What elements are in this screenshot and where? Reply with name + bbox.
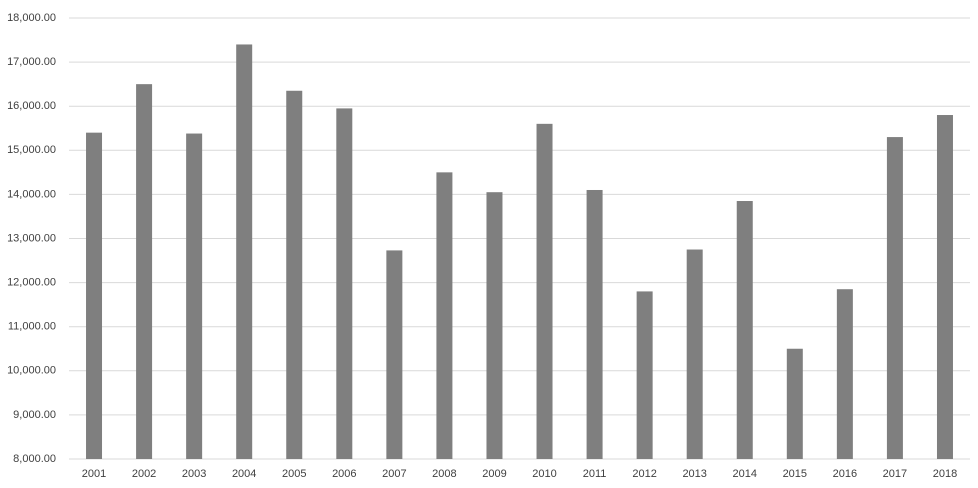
- bar: [136, 84, 153, 460]
- y-tick-label: 10,000.00: [7, 365, 56, 377]
- y-tick-label: 14,000.00: [7, 188, 56, 200]
- y-tick-label: 11,000.00: [8, 321, 56, 333]
- x-tick-label: 2001: [82, 468, 106, 480]
- x-tick-label: 2016: [833, 468, 857, 480]
- bar: [286, 90, 303, 459]
- bar: [486, 192, 503, 459]
- x-tick-label: 2015: [783, 468, 807, 480]
- bar: [336, 108, 353, 459]
- x-tick-label: 2009: [482, 468, 506, 480]
- x-tick-label: 2013: [682, 468, 706, 480]
- y-tick-label: 12,000.00: [7, 277, 56, 289]
- x-tick-label: 2008: [432, 468, 456, 480]
- y-tick-label: 16,000.00: [7, 100, 56, 112]
- bar: [836, 289, 853, 459]
- bar: [636, 291, 653, 459]
- bar: [536, 123, 553, 459]
- x-tick-label: 2002: [132, 468, 156, 480]
- bar: [386, 250, 403, 459]
- x-tick-label: 2003: [182, 468, 206, 480]
- y-tick-label: 17,000.00: [7, 56, 56, 68]
- y-tick-label: 13,000.00: [7, 232, 56, 244]
- bar: [686, 249, 703, 459]
- x-tick-label: 2011: [583, 468, 607, 480]
- bar: [786, 348, 803, 459]
- y-tick-label: 8,000.00: [13, 453, 56, 465]
- bar: [236, 44, 253, 460]
- x-tick-label: 2006: [332, 468, 356, 480]
- x-tick-label: 2005: [282, 468, 306, 480]
- bar: [736, 201, 753, 459]
- x-tick-label: 2010: [532, 468, 556, 480]
- x-tick-label: 2004: [232, 468, 256, 480]
- x-tick-label: 2014: [733, 468, 757, 480]
- x-tick-label: 2017: [883, 468, 907, 480]
- bar: [886, 137, 903, 459]
- x-tick-label: 2012: [632, 468, 656, 480]
- bar: [586, 189, 603, 460]
- y-tick-label: 18,000.00: [7, 12, 56, 24]
- bar: [936, 115, 953, 460]
- bar: [436, 172, 453, 459]
- y-tick-label: 9,000.00: [13, 409, 56, 421]
- x-tick-label: 2007: [382, 468, 406, 480]
- bar: [86, 132, 103, 459]
- bar: [186, 133, 203, 460]
- y-tick-label: 15,000.00: [7, 144, 56, 156]
- x-tick-label: 2018: [933, 468, 957, 480]
